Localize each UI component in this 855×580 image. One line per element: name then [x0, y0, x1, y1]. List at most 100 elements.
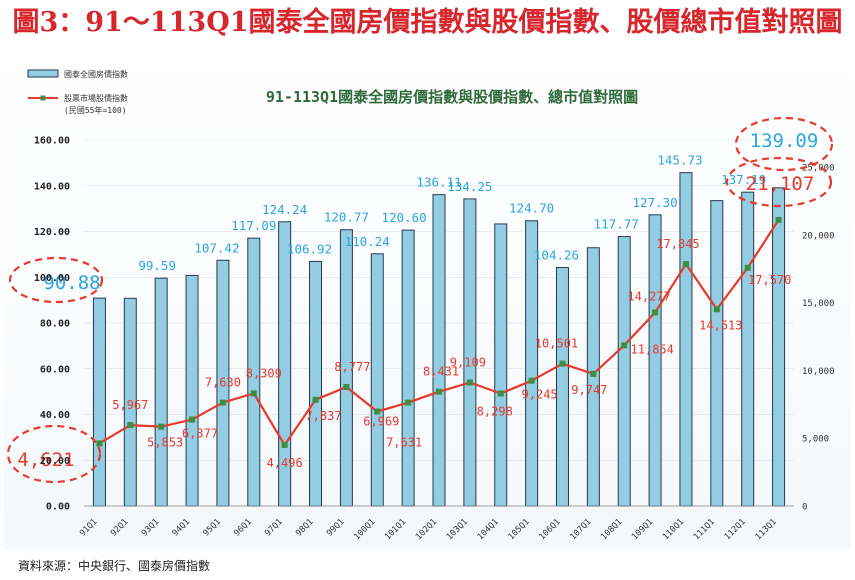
bar-data-label: 110.24 — [345, 234, 390, 249]
line-data-label: 4,621 — [17, 449, 74, 471]
y-right-tick-label: 5,000 — [802, 435, 829, 445]
y-right-tick-label: 15,000 — [802, 299, 835, 309]
bar-data-label: 106.92 — [287, 241, 332, 256]
line-marker — [405, 399, 412, 406]
legend-line-note: (民國55年=100) — [64, 105, 127, 115]
bar-data-label: 90.88 — [43, 272, 100, 294]
callout-ellipse — [8, 256, 104, 304]
x-tick-label: 105Q1 — [507, 517, 532, 542]
y-left-tick-label: 140.00 — [34, 181, 70, 192]
chart-frame: 90.88 99.59 107.42 117.09 124.24 106.92 120.77… — [4, 52, 851, 550]
bar-data-label: 134.25 — [447, 179, 492, 194]
x-tick-label: 111Q1 — [692, 517, 717, 542]
bar-data-label: 136.11 — [416, 175, 461, 190]
bar — [710, 200, 724, 507]
line-data-label: 9,245 — [522, 388, 558, 402]
y-right-tick-label: 25,000 — [802, 164, 835, 174]
bar-data-label: 137.19 — [721, 172, 766, 187]
line-marker — [528, 377, 535, 384]
bar-data-label: 139.09 — [750, 130, 819, 152]
line-data-label: 17,570 — [748, 273, 791, 287]
line-data-label: 5,967 — [112, 398, 148, 412]
callout-ellipse — [725, 156, 833, 208]
bar — [463, 198, 477, 507]
line-marker — [281, 442, 288, 449]
x-tick-label: 107Q1 — [568, 517, 593, 542]
bar-data-label: 127.30 — [633, 195, 678, 210]
x-tick-label: 93Q1 — [140, 517, 162, 539]
line-data-label: 6,969 — [363, 415, 399, 429]
line-data-label: 10,501 — [535, 337, 578, 351]
x-tick-label: 100Q1 — [352, 517, 377, 542]
x-tick-label: 92Q1 — [109, 517, 131, 539]
bar-data-label: 120.60 — [382, 210, 427, 225]
bar-data-label: 104.26 — [534, 248, 579, 263]
legend-line-label: 股票市場股價指數 — [64, 93, 128, 103]
line-marker — [219, 399, 226, 406]
bar — [648, 214, 662, 507]
line-data-label: 8,777 — [334, 360, 370, 374]
x-tick-label: 91Q1 — [78, 517, 100, 539]
line-marker — [744, 264, 751, 271]
x-tick-label: 95Q1 — [201, 517, 223, 539]
x-tick-label: 113Q1 — [754, 517, 779, 542]
y-left-tick-label: 20.00 — [40, 456, 70, 467]
line-marker — [713, 306, 720, 313]
line-marker — [343, 384, 350, 391]
line-marker — [559, 360, 566, 367]
bar — [679, 172, 693, 507]
bar — [309, 260, 323, 507]
bar-series — [92, 172, 786, 507]
line-marker — [312, 396, 319, 403]
x-tick-label: 112Q1 — [723, 517, 748, 542]
bar — [772, 187, 786, 507]
line-data-label: 14,277 — [627, 289, 670, 303]
bar — [741, 191, 755, 507]
y-left-tick-label: 40.00 — [40, 410, 70, 421]
line-data-label: 9,109 — [450, 356, 486, 370]
line-marker — [436, 388, 442, 395]
y-left-tick-label: 160.00 — [34, 136, 70, 147]
line-marker — [466, 379, 473, 386]
legend-line-marker — [40, 95, 46, 101]
y-left-tick-label: 60.00 — [40, 364, 70, 375]
x-tick-label: 94Q1 — [171, 517, 193, 539]
line-marker — [621, 342, 628, 349]
line-data-label: 7,837 — [305, 409, 341, 423]
line-data-label: 8,298 — [477, 405, 513, 419]
line-marker — [127, 422, 134, 429]
line-data-label: 8,431 — [423, 365, 459, 379]
bar-data-label: 99.59 — [138, 258, 176, 273]
x-tick-label: 109Q1 — [630, 517, 655, 542]
line-marker — [497, 390, 504, 397]
page-title: 圖3：91～113Q1國泰全國房價指數與股價指數、股價總市值對照圖 — [12, 7, 843, 38]
y-right-tick-label: 10,000 — [802, 367, 835, 377]
x-tick-label: 102Q1 — [414, 517, 439, 542]
y-right-tick-label: 0 — [802, 503, 807, 513]
bar — [555, 267, 569, 507]
line-marker — [652, 309, 659, 316]
x-tick-label: 103Q1 — [445, 517, 470, 542]
line-data-label: 17,845 — [656, 237, 699, 251]
bar — [401, 229, 415, 507]
line-data-label: 7,631 — [386, 436, 422, 450]
line-data-label: 11,854 — [631, 342, 674, 356]
bar — [525, 220, 539, 507]
x-tick-label: 97Q1 — [263, 517, 285, 539]
bar — [370, 253, 384, 507]
line-marker — [682, 261, 689, 268]
x-tick-label: 104Q1 — [476, 517, 501, 542]
line-marker — [775, 216, 782, 223]
line-marker — [189, 416, 196, 423]
legend-bar-label: 國泰全國房價指數 — [64, 69, 128, 79]
x-tick-label: 110Q1 — [661, 517, 686, 542]
x-tick-label: 98Q1 — [294, 517, 316, 539]
bar-data-label: 120.77 — [324, 210, 369, 225]
callout-ellipse — [734, 116, 834, 172]
line-data-label: 7,630 — [205, 376, 241, 390]
bar-data-label: 107.42 — [194, 240, 239, 255]
y-left-tick-label: 120.00 — [34, 227, 70, 238]
line-marker — [158, 423, 165, 430]
bar — [154, 277, 168, 507]
